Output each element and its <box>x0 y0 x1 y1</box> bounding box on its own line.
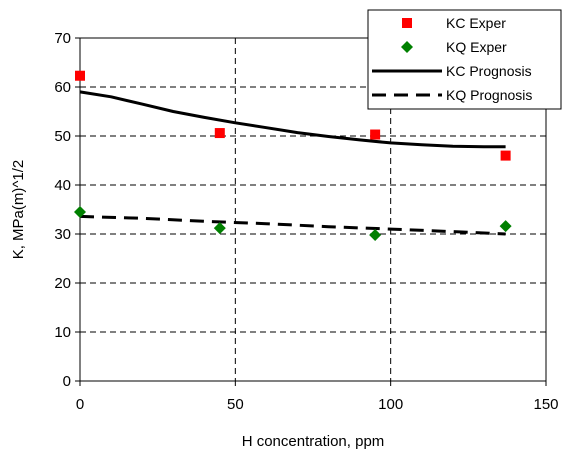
kc-prognosis-line <box>79 90 506 149</box>
x-tick-label: 50 <box>227 396 244 413</box>
y-tick-label: 40 <box>54 177 71 194</box>
y-tick-label: 30 <box>54 226 71 243</box>
kq-exper-point <box>499 220 512 233</box>
kq-exper-point <box>369 228 382 241</box>
y-tick-label: 20 <box>54 275 71 292</box>
legend-items: KC Exper KQ Exper KC Prognosis KQ Prognosis <box>372 15 532 103</box>
kc-exper-point <box>370 129 381 140</box>
x-tick-label: 100 <box>378 396 403 413</box>
x-tick-label: 0 <box>76 396 84 413</box>
legend-label-kq-prognosis: KQ Prognosis <box>446 87 532 103</box>
y-tick-label: 0 <box>63 373 71 390</box>
y-tick-label: 70 <box>54 30 71 47</box>
kc-exper-point <box>75 70 85 81</box>
kc-exper-point <box>500 150 511 161</box>
kc-exper-point <box>214 128 225 139</box>
kq-exper-point <box>213 222 226 235</box>
legend-swatch-kc-exper <box>402 18 412 28</box>
x-tick-label: 150 <box>533 396 558 413</box>
kq-prognosis-line <box>79 214 506 236</box>
tick-layer: 0 10 20 30 40 50 60 70 0 50 100 150 <box>54 30 558 413</box>
legend-swatch-kq-exper <box>401 41 413 53</box>
y-axis-title: K, MPa(m)^1/2 <box>10 160 27 260</box>
legend-label-kc-exper: KC Exper <box>446 15 506 31</box>
legend: KC Exper KQ Exper KC Prognosis KQ Prognosis <box>367 9 562 110</box>
legend-label-kq-exper: KQ Exper <box>446 39 507 55</box>
marker-layer <box>74 70 512 241</box>
y-tick-label: 60 <box>54 79 71 96</box>
legend-box <box>367 9 562 110</box>
y-tick-label: 10 <box>54 324 71 341</box>
y-tick-label: 50 <box>54 128 71 145</box>
line-layer <box>79 90 506 236</box>
legend-label-kc-prognosis: KC Prognosis <box>446 63 532 79</box>
x-axis-title: H concentration, ppm <box>242 433 385 450</box>
kq-exper-point <box>74 205 86 218</box>
